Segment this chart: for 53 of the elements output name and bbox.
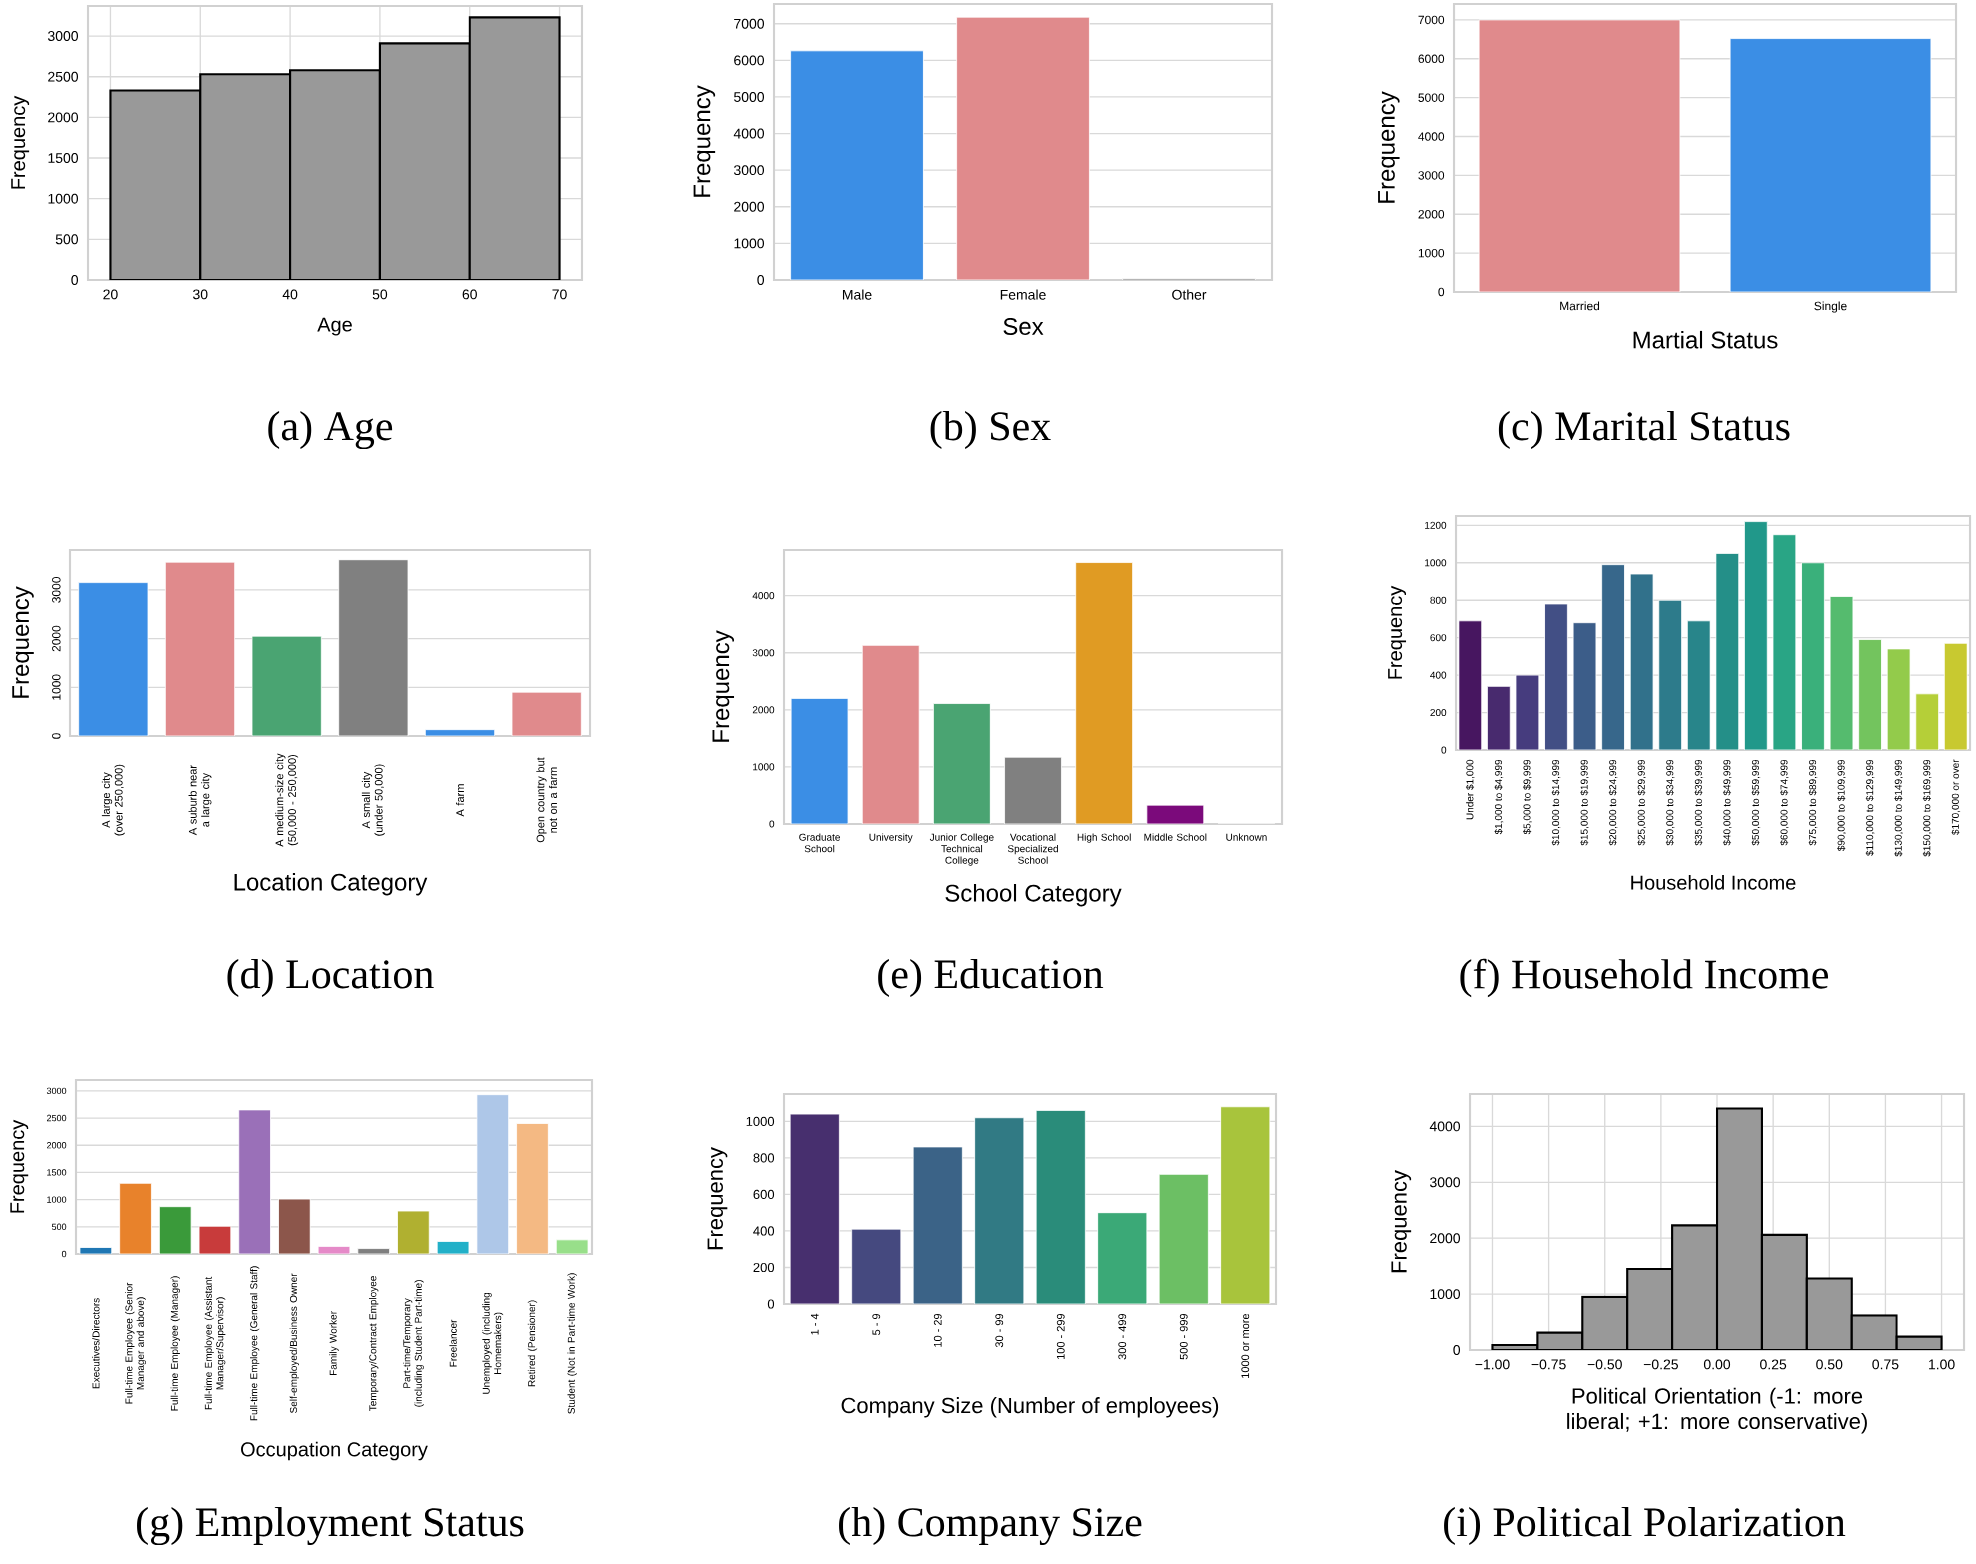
bar xyxy=(424,729,496,736)
text: (c) Marital Status xyxy=(1498,410,1790,450)
bar xyxy=(1572,622,1597,750)
bar xyxy=(1829,596,1854,750)
y-axis-title: Frequency xyxy=(10,1119,29,1213)
bar xyxy=(1004,756,1062,824)
bar xyxy=(789,1113,840,1304)
bar xyxy=(397,1210,430,1254)
bar xyxy=(790,698,849,824)
bar xyxy=(1744,521,1768,750)
x-axis-title: Age xyxy=(317,317,352,336)
bar xyxy=(251,635,322,736)
bar xyxy=(1658,599,1683,750)
bar xyxy=(1487,685,1511,750)
y-axis-title: Frequency xyxy=(1388,585,1407,679)
text: (i) Political Polarization xyxy=(1444,1506,1846,1546)
bar xyxy=(357,1248,390,1254)
bar xyxy=(1075,562,1134,824)
bar xyxy=(476,1094,510,1254)
bar xyxy=(317,1245,351,1254)
bar xyxy=(1146,804,1205,824)
y-axis-title: Frequency xyxy=(712,630,735,742)
y-axis-title: Frequency xyxy=(11,95,30,189)
text: (g) Employment Status xyxy=(137,1506,524,1546)
x-axis-title: Location Category xyxy=(234,873,428,896)
bar xyxy=(78,582,149,736)
bar xyxy=(1915,693,1940,750)
bar xyxy=(511,691,582,736)
bar xyxy=(956,16,1090,280)
text: (a) Age xyxy=(268,410,393,450)
text: (b) Sex xyxy=(930,410,1051,450)
x-axis-title: Household Income xyxy=(1631,875,1796,890)
x-axis-title: Martial Status xyxy=(1633,330,1778,349)
text: (h) Company Size xyxy=(839,1506,1142,1546)
x-axis-title: Political Orientation (-1: more liberal; +1: more conservative) xyxy=(1567,1387,1867,1434)
y-axis-title: Frequency xyxy=(693,85,716,197)
y-axis-title: Frequency xyxy=(1378,91,1400,203)
y-axis-title: Frequency xyxy=(707,1147,728,1250)
bar xyxy=(158,1206,192,1254)
y-axis-title: Frequency xyxy=(1391,1170,1412,1273)
bar xyxy=(238,1109,271,1254)
x-axis-title: Sex xyxy=(1003,317,1044,336)
x-axis-title: School Category xyxy=(945,884,1122,907)
y-axis-title: Frequency xyxy=(12,586,34,698)
text: (f) Household Income xyxy=(1460,958,1829,998)
text: (d) Location xyxy=(227,958,434,998)
bar xyxy=(912,1146,963,1304)
bar xyxy=(851,1228,902,1304)
bar xyxy=(436,1241,470,1254)
x-axis-title: Company Size (Number of employees) xyxy=(841,1397,1219,1418)
x-axis-title: Occupation Category xyxy=(241,1441,428,1461)
text: (e) Education xyxy=(878,958,1104,998)
bar xyxy=(555,1239,589,1254)
